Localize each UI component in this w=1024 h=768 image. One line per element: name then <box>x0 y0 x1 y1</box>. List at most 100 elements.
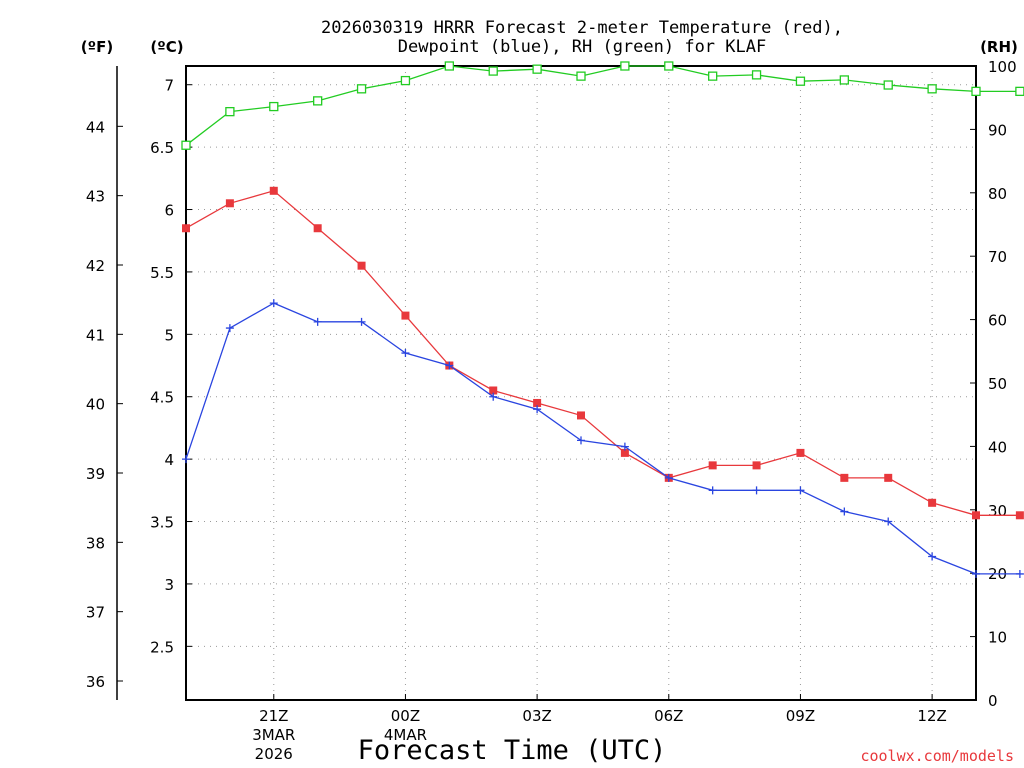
2-meter-temperature-point <box>533 398 542 407</box>
fahrenheit-tick-label: 44 <box>86 118 105 136</box>
fahrenheit-tick-label: 43 <box>86 188 105 206</box>
dewpoint-line <box>185 302 1020 575</box>
dewpoint-point <box>401 349 410 358</box>
celsius-tick-label: 4.5 <box>150 389 174 407</box>
2-meter-temperature-point <box>752 461 761 470</box>
dewpoint-point <box>533 405 542 414</box>
credit-text: coolwx.com/models <box>860 747 1014 765</box>
celsius-tick-label: 6.5 <box>150 139 174 157</box>
2-meter-temperature-point <box>313 224 322 233</box>
2-meter-temperature-point <box>928 498 937 507</box>
celsius-tick-label: 2.5 <box>150 638 174 656</box>
time-tick-label: 3MAR <box>252 726 295 744</box>
rh-tick-label: 60 <box>988 312 1007 330</box>
rh-point <box>1015 86 1024 97</box>
2-meter-temperature-point <box>357 261 366 270</box>
rh-line <box>185 65 1020 146</box>
2-meter-temperature-point <box>1015 511 1024 520</box>
plot-frame <box>185 65 977 701</box>
rh-point <box>356 84 367 94</box>
dewpoint-point <box>225 324 234 333</box>
2-meter-temperature-point <box>182 224 190 233</box>
rh-tick-label: 80 <box>988 185 1007 203</box>
dewpoint-point <box>884 517 893 526</box>
2-meter-temperature-point <box>401 311 410 320</box>
rh-tick-label: 100 <box>988 58 1017 76</box>
dewpoint-point <box>489 392 498 401</box>
celsius-unit-label: (ºC) <box>150 38 183 56</box>
rh-point <box>269 101 279 112</box>
2-meter-temperature-point <box>489 386 498 395</box>
rh-point <box>444 61 454 71</box>
2-meter-temperature-point <box>884 473 893 482</box>
celsius-tick-label: 7 <box>164 77 174 95</box>
dewpoint-point <box>182 455 190 464</box>
rh-tick-label: 40 <box>988 438 1007 456</box>
time-tick-label: 09Z <box>786 707 815 725</box>
chart-title-line-1: 2026030319 HRRR Forecast 2-meter Tempera… <box>321 18 843 38</box>
fahrenheit-tick-label: 41 <box>86 326 105 344</box>
2-meter-temperature-point <box>269 186 278 195</box>
rh-tick-label: 30 <box>988 502 1007 520</box>
rh-tick-label: 10 <box>988 629 1007 647</box>
rh-point <box>971 86 981 97</box>
dewpoint-point <box>620 442 629 451</box>
rh-point <box>927 84 937 94</box>
time-tick-label: 06Z <box>654 707 683 725</box>
time-tick-label: 4MAR <box>384 726 427 744</box>
dewpoint-point <box>796 486 805 495</box>
fahrenheit-tick-label: 38 <box>86 534 105 552</box>
dewpoint-point <box>708 486 717 495</box>
fahrenheit-unit-label: (ºF) <box>81 38 113 56</box>
rh-point <box>181 140 191 150</box>
rh-point <box>225 106 235 117</box>
dewpoint-point <box>313 317 322 326</box>
dewpoint-point <box>752 486 761 495</box>
rh-point <box>532 64 542 74</box>
dewpoint-point <box>577 436 585 445</box>
dewpoint-point <box>664 473 673 482</box>
time-tick-label: 21Z <box>259 707 288 725</box>
2-meter-temperature-line <box>185 190 1020 516</box>
2-meter-temperature-point <box>620 448 629 457</box>
rh-point <box>751 70 762 80</box>
dewpoint-point <box>840 507 849 516</box>
celsius-tick-label: 5 <box>164 326 174 344</box>
rh-point <box>664 61 674 71</box>
series-layer <box>181 61 1024 578</box>
rh-point <box>400 75 411 86</box>
rh-point <box>576 71 586 81</box>
celsius-tick-label: 4 <box>164 451 174 469</box>
celsius-tick-label: 5.5 <box>150 264 174 282</box>
dewpoint-point <box>357 317 366 326</box>
x-axis-label: Forecast Time (UTC) <box>358 735 667 766</box>
time-tick-label: 2026 <box>255 745 293 763</box>
fahrenheit-tick-label: 37 <box>86 604 105 622</box>
axes: 2.5 3 3.5 4 4.5 5 5.5 6 6.5 7 36 37 38 39 40 41 42 43 44 0 1… <box>86 58 1017 763</box>
rh-point <box>883 80 893 90</box>
chart-title-line-2: Dewpoint (blue), RH (green) for KLAF <box>398 37 766 57</box>
grid-lines <box>186 66 976 700</box>
rh-point <box>795 76 806 86</box>
time-tick-label: 00Z <box>391 707 420 725</box>
2-meter-temperature-point <box>840 473 849 482</box>
fahrenheit-tick-label: 40 <box>86 396 105 414</box>
dewpoint-point <box>972 569 980 578</box>
2-meter-temperature-point <box>577 411 585 420</box>
2-meter-temperature-point <box>972 511 980 520</box>
dewpoint-point <box>928 552 937 561</box>
rh-unit-label: (RH) <box>980 38 1018 56</box>
rh-point <box>708 71 718 81</box>
rh-point <box>313 96 323 106</box>
2-meter-temperature-point <box>708 461 717 470</box>
time-tick-label: 12Z <box>917 707 946 725</box>
rh-tick-label: 70 <box>988 248 1007 266</box>
fahrenheit-tick-label: 42 <box>86 257 105 275</box>
rh-point <box>488 66 498 76</box>
rh-point <box>839 75 849 85</box>
time-tick-label: 03Z <box>522 707 551 725</box>
rh-point <box>620 61 630 71</box>
celsius-tick-label: 3 <box>164 576 174 594</box>
dewpoint-point <box>1015 569 1024 578</box>
